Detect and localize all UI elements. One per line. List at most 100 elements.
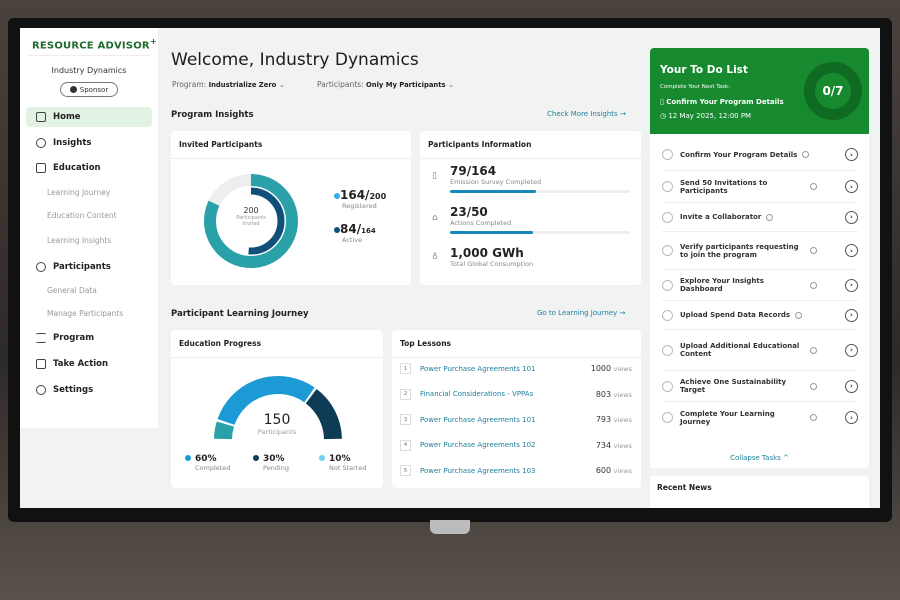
todo-title: Your To Do List	[660, 64, 748, 76]
next-task-link[interactable]: ▯ Confirm Your Program Details	[660, 98, 784, 106]
sidebar: RESOURCE ADVISOR+ Industry Dynamics Spon…	[20, 28, 158, 428]
sidebar-item-participants[interactable]: Participants	[26, 257, 152, 277]
sidebar-sub-general-data[interactable]: General Data	[47, 286, 97, 295]
participants-filter[interactable]: Participants: Only My Participants ⌄	[317, 80, 455, 89]
active-label: Active	[342, 236, 363, 244]
help-icon[interactable]	[810, 281, 817, 289]
lesson-row[interactable]: 3 Power Purchase Agreements 101 793 views	[400, 414, 632, 425]
legend-pending: 30% Pending	[253, 454, 289, 472]
help-icon[interactable]	[810, 414, 817, 421]
info-item: 23/50 Actions Completed	[450, 205, 630, 234]
help-icon[interactable]	[810, 247, 817, 254]
chevron-right-circle-icon[interactable]: ›	[845, 244, 858, 257]
todo-item[interactable]: Achieve One Sustainability Target ›	[662, 371, 858, 402]
active-value: 84/164	[334, 222, 386, 236]
book-icon	[36, 163, 46, 173]
gauge-segment-not-started	[214, 421, 235, 440]
lesson-row[interactable]: 2 Financial Considerations - VPPAs 803 vie…	[400, 388, 632, 400]
sidebar-sub-education-content[interactable]: Education Content	[47, 211, 117, 220]
lesson-views: 734 views	[595, 440, 632, 450]
sidebar-item-take-action[interactable]: Take Action	[26, 354, 152, 374]
todo-item[interactable]: Upload Additional Educational Content ›	[662, 330, 858, 371]
todo-item[interactable]: Explore Your Insights Dashboard ›	[662, 270, 858, 301]
check-more-insights-link[interactable]: Check More Insights →	[547, 110, 626, 118]
section-title-learning-journey: Participant Learning Journey	[171, 309, 309, 319]
house-icon: ⌂	[432, 213, 438, 223]
help-icon[interactable]	[802, 151, 810, 158]
sidebar-sub-learning-journey[interactable]: Learning Journey	[47, 188, 111, 197]
collapse-tasks-button[interactable]: Collapse Tasks ^	[730, 454, 789, 462]
progress-bar	[450, 231, 630, 234]
lesson-row[interactable]: 5 Power Purchase Agreements 103 600 views	[400, 465, 632, 476]
go-to-learning-journey-link[interactable]: Go to Learning Journey →	[537, 309, 626, 317]
task-checkbox[interactable]	[662, 181, 673, 192]
lesson-title-link[interactable]: Power Purchase Agreements 102	[420, 441, 536, 449]
help-icon[interactable]	[766, 213, 774, 221]
progress-fill	[450, 190, 537, 193]
lesson-row[interactable]: 4 Power Purchase Agreements 102 734 views	[400, 439, 632, 451]
task-checkbox[interactable]	[662, 279, 673, 291]
card-title: Participants Information	[420, 131, 641, 159]
todo-item[interactable]: Upload Spend Data Records ›	[662, 301, 858, 330]
task-checkbox[interactable]	[662, 309, 673, 321]
role-badge: Sponsor	[60, 82, 118, 97]
todo-item[interactable]: Invite a Collaborator ›	[662, 203, 858, 232]
help-icon[interactable]	[810, 183, 817, 190]
registered-label: Registered	[342, 202, 377, 210]
lesson-title-link[interactable]: Financial Considerations - VPPAs	[420, 390, 534, 398]
registered-ring	[204, 174, 298, 268]
program-filter[interactable]: Program: Industrialize Zero ⌄	[172, 80, 286, 89]
education-gauge	[214, 376, 342, 440]
lesson-rank: 3	[400, 414, 411, 425]
todo-item[interactable]: Confirm Your Program Details ›	[662, 139, 858, 171]
chevron-right-circle-icon[interactable]: ›	[845, 278, 858, 292]
lesson-title-link[interactable]: Power Purchase Agreements 103	[420, 466, 536, 475]
gear-icon	[36, 385, 46, 395]
sidebar-item-program[interactable]: Program	[26, 328, 152, 348]
puzzle-icon	[36, 359, 46, 369]
lesson-row[interactable]: 1 Power Purchase Agreements 101 1000 views	[400, 363, 632, 374]
sidebar-item-home[interactable]: Home	[26, 107, 152, 127]
help-icon[interactable]	[795, 311, 803, 319]
lesson-title-link[interactable]: Power Purchase Agreements 101	[420, 415, 536, 424]
chevron-right-circle-icon[interactable]: ›	[845, 343, 858, 357]
logo[interactable]: RESOURCE ADVISOR+	[32, 36, 157, 52]
progress-bar	[450, 190, 630, 193]
help-icon[interactable]	[810, 346, 817, 354]
badge-icon	[69, 86, 77, 93]
lesson-title-link[interactable]: Power Purchase Agreements 101	[420, 364, 536, 373]
users-icon	[36, 262, 46, 272]
todo-item[interactable]: Send 50 Invitations to Participants ›	[662, 171, 858, 203]
legend-not-started: 10% Not Started	[319, 454, 366, 472]
chevron-right-circle-icon[interactable]: ›	[845, 308, 858, 322]
gauge-center-label: Participants	[257, 428, 297, 436]
task-checkbox[interactable]	[662, 149, 673, 160]
chevron-right-circle-icon[interactable]: ›	[845, 411, 858, 424]
lesson-views: 803 views	[595, 389, 632, 399]
help-icon[interactable]	[810, 382, 817, 390]
invited-participants-card: Invited Participants 200 Participants In…	[171, 131, 411, 285]
task-checkbox[interactable]	[662, 211, 673, 223]
section-title-program-insights: Program Insights	[171, 110, 254, 120]
task-checkbox[interactable]	[662, 344, 673, 356]
task-checkbox[interactable]	[662, 380, 673, 392]
task-checkbox[interactable]	[662, 245, 673, 256]
legend-dot	[334, 227, 340, 233]
task-checkbox[interactable]	[662, 412, 673, 423]
card-title: Invited Participants	[171, 131, 411, 159]
todo-item[interactable]: Verify participants requesting to join t…	[662, 232, 858, 270]
chevron-right-circle-icon[interactable]: ›	[845, 379, 858, 393]
chart-pie-icon	[36, 138, 46, 148]
recent-news-card: Recent News	[650, 476, 869, 508]
sidebar-sub-manage-participants[interactable]: Manage Participants	[47, 309, 124, 318]
chevron-right-circle-icon[interactable]: ›	[845, 148, 858, 161]
todo-item[interactable]: Complete Your Learning Journey ›	[662, 402, 858, 433]
card-title: Recent News	[657, 483, 712, 492]
chevron-right-circle-icon[interactable]: ›	[845, 180, 858, 193]
org-name: Industry Dynamics	[51, 66, 127, 75]
sidebar-item-insights[interactable]: Insights	[26, 133, 152, 153]
sidebar-sub-learning-insights[interactable]: Learning Insights	[47, 236, 112, 245]
sidebar-item-education[interactable]: Education	[26, 158, 152, 178]
chevron-right-circle-icon[interactable]: ›	[845, 210, 858, 224]
sidebar-item-settings[interactable]: Settings	[26, 380, 152, 400]
